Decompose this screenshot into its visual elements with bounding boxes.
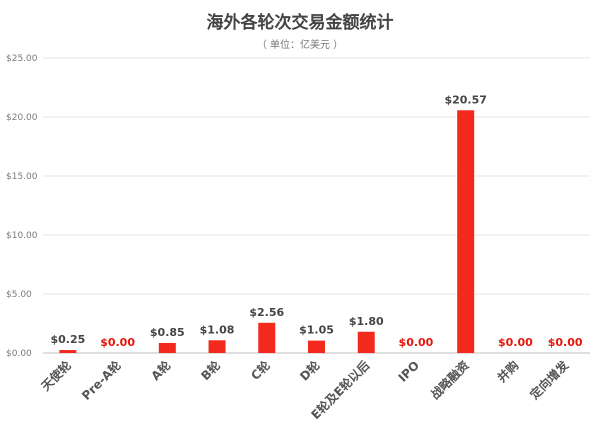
y-tick-label: $25.00 [6, 54, 38, 64]
y-tick-label: $0.00 [6, 349, 32, 359]
bar-value-label: $1.08 [200, 323, 235, 336]
category-label: IPO [396, 358, 422, 384]
bar [59, 350, 77, 353]
bars [59, 110, 475, 353]
bar [457, 110, 475, 353]
y-axis-ticks: $0.00 $5.00 $10.00 $15.00 $20.00 $25.00 [6, 54, 38, 359]
chart-title: 海外各轮次交易金额统计 [206, 13, 394, 33]
bar-value-label: $0.00 [548, 336, 583, 349]
category-label: 并购 [494, 358, 522, 386]
category-label: B轮 [198, 357, 224, 383]
category-label: 战略融资 [427, 358, 472, 403]
category-label: D轮 [296, 357, 323, 384]
y-tick-label: $5.00 [6, 290, 32, 300]
category-label: 定向增发 [527, 357, 572, 402]
bar-value-label: $0.00 [498, 336, 533, 349]
gridlines [43, 57, 590, 354]
category-label: 天使轮 [38, 357, 75, 394]
bar-value-label: $0.00 [100, 336, 135, 349]
chart-subtitle: （ 单位：亿美元 ） [256, 40, 344, 51]
bar-value-label: $1.05 [299, 324, 334, 337]
category-label: A轮 [148, 357, 174, 383]
bar [357, 331, 375, 353]
bar-value-label: $20.57 [444, 93, 486, 106]
bar-value-label: $2.56 [249, 306, 284, 319]
category-label: Pre-A轮 [78, 357, 124, 403]
bar [258, 322, 276, 353]
bar-value-label: $0.25 [50, 333, 85, 346]
y-tick-label: $15.00 [6, 172, 38, 182]
category-label: C轮 [248, 357, 274, 383]
value-labels: $0.25 $0.00 $0.85 $1.08 $2.56 $1.05 $1.80 $0.00… [50, 93, 582, 349]
bar-value-label: $0.85 [150, 326, 185, 339]
bar-value-label: $1.80 [349, 315, 384, 328]
bar-value-label: $0.00 [399, 336, 434, 349]
bar [308, 340, 325, 353]
bar [158, 342, 176, 353]
bar [208, 340, 226, 353]
y-tick-label: $20.00 [6, 113, 38, 123]
y-tick-label: $10.00 [6, 231, 38, 241]
